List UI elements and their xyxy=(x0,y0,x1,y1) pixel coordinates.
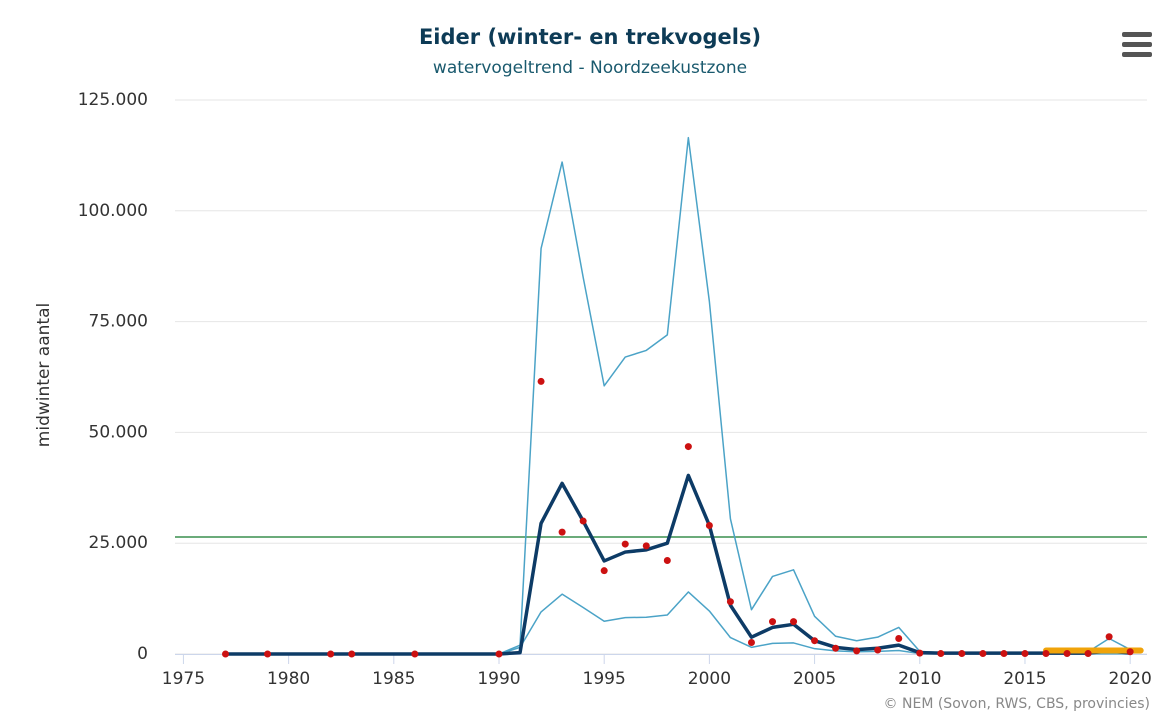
data-point xyxy=(642,542,650,550)
data-point xyxy=(1042,650,1050,658)
data-point xyxy=(705,521,713,529)
data-point xyxy=(1021,650,1029,658)
data-point xyxy=(327,650,335,658)
menu-bar xyxy=(1122,42,1152,47)
data-point xyxy=(769,618,777,626)
x-tick-label: 2015 xyxy=(1003,669,1046,689)
menu-bar xyxy=(1122,52,1152,57)
x-tick-label: 1975 xyxy=(162,669,205,689)
menu-button[interactable] xyxy=(1122,32,1152,57)
y-tick-label: 100.000 xyxy=(78,201,148,221)
chart-subtitle: watervogeltrend - Noordzeekustzone xyxy=(433,58,747,78)
data-point xyxy=(684,443,692,451)
data-point xyxy=(1000,650,1008,658)
x-tick-label: 1990 xyxy=(477,669,520,689)
data-point xyxy=(1084,650,1092,658)
data-point xyxy=(1126,648,1134,656)
y-tick-label: 0 xyxy=(137,644,148,664)
data-point xyxy=(747,638,755,646)
data-point xyxy=(832,644,840,652)
data-point xyxy=(1063,650,1071,658)
data-point xyxy=(874,646,882,654)
x-tick-label: 2000 xyxy=(688,669,731,689)
data-point xyxy=(537,377,545,385)
y-tick-label: 125.000 xyxy=(78,90,148,110)
data-point xyxy=(895,634,903,642)
data-point xyxy=(348,650,356,658)
data-point xyxy=(790,618,798,626)
data-point xyxy=(621,540,629,548)
chart-title: Eider (winter- en trekvogels) xyxy=(419,25,761,49)
x-tick-label: 2005 xyxy=(793,669,836,689)
x-tick-label: 2010 xyxy=(898,669,941,689)
y-tick-label: 50.000 xyxy=(89,422,148,442)
data-point xyxy=(979,650,987,658)
data-point xyxy=(600,567,608,575)
data-point xyxy=(916,649,924,657)
data-point xyxy=(663,556,671,564)
data-point xyxy=(937,650,945,658)
data-point xyxy=(264,650,272,658)
data-point xyxy=(1105,633,1113,641)
data-point xyxy=(411,650,419,658)
data-point xyxy=(726,598,734,606)
y-tick-label: 25.000 xyxy=(89,533,148,553)
x-tick-label: 1985 xyxy=(372,669,415,689)
data-point xyxy=(221,650,229,658)
x-tick-label: 1980 xyxy=(267,669,310,689)
data-point xyxy=(579,517,587,525)
y-axis-label: midwinter aantal xyxy=(34,303,54,447)
credit: © NEM (Sovon, RWS, CBS, provincies) xyxy=(884,696,1150,712)
data-point xyxy=(495,650,503,658)
y-tick-label: 75.000 xyxy=(89,312,148,332)
data-point xyxy=(558,528,566,536)
x-tick-label: 1995 xyxy=(583,669,626,689)
data-point xyxy=(853,647,861,655)
x-tick-label: 2020 xyxy=(1109,669,1152,689)
menu-bar xyxy=(1122,32,1152,37)
data-point xyxy=(958,650,966,658)
data-point xyxy=(811,637,819,645)
series-line xyxy=(223,473,1132,656)
